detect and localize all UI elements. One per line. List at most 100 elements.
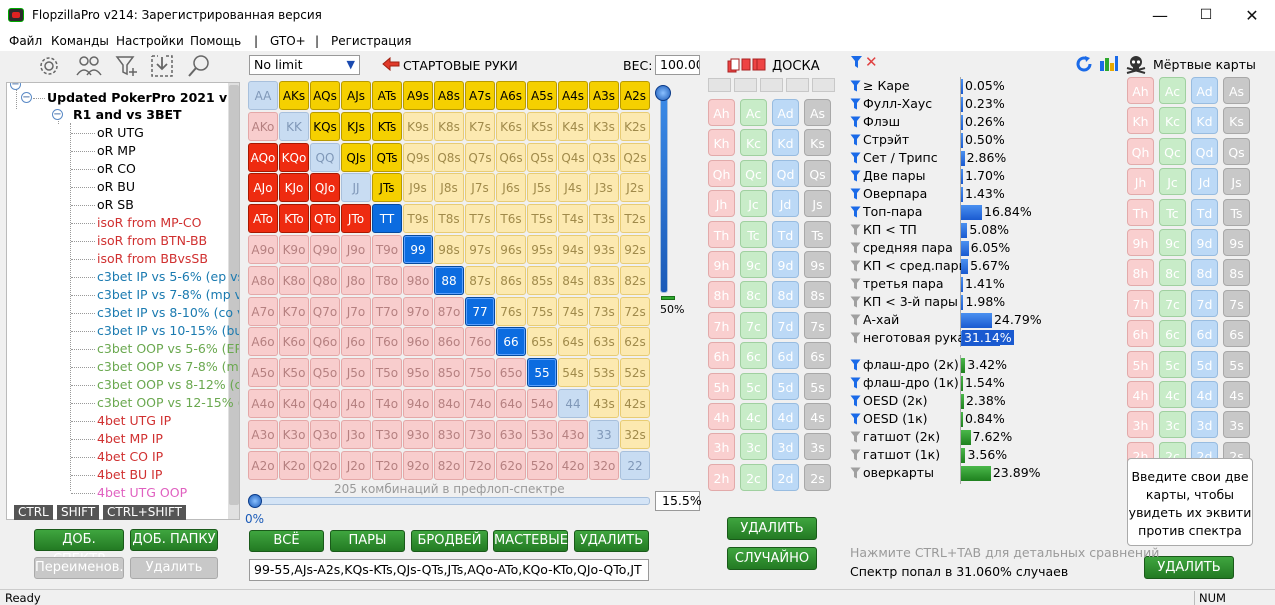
board-card-Jh[interactable]: Jh — [708, 190, 735, 218]
dead-card-7s[interactable]: 7s — [1223, 289, 1250, 317]
hand-cell-J9o[interactable]: J9o — [341, 235, 371, 264]
board-card-Jc[interactable]: Jc — [740, 190, 767, 218]
hand-cell-T3o[interactable]: T3o — [372, 419, 402, 449]
broadway-button[interactable]: БРОДВЕЙ — [411, 530, 488, 552]
hand-cell-Q5o[interactable]: Q5o — [310, 358, 340, 388]
delete-range-button[interactable]: Удалить — [130, 557, 218, 579]
hand-cell-83o[interactable]: 83o — [434, 419, 464, 449]
range-text-input[interactable]: 99-55,AJs-A2s,KQs-KTs,QJs-QTs,JTs,AQo-AT… — [249, 559, 649, 581]
dead-card-Jd[interactable]: Jd — [1191, 168, 1218, 196]
board-card-3c[interactable]: 3c — [740, 433, 767, 461]
tree-item[interactable]: 4bet MP IP — [97, 431, 163, 446]
hand-cell-86s[interactable]: 86s — [496, 265, 526, 295]
hand-cell-A9s[interactable]: A9s — [403, 81, 433, 110]
dead-card-9d[interactable]: 9d — [1191, 229, 1218, 256]
hand-cell-Q8o[interactable]: Q8o — [310, 265, 340, 295]
board-card-4s[interactable]: 4s — [804, 403, 831, 430]
dead-card-9s[interactable]: 9s — [1223, 229, 1250, 256]
hand-cell-96o[interactable]: 96o — [403, 327, 433, 357]
board-card-5c[interactable]: 5c — [740, 372, 767, 400]
hand-cell-QTs[interactable]: QTs — [372, 142, 402, 172]
hand-cell-J6s[interactable]: J6s — [496, 173, 526, 203]
dead-card-3h[interactable]: 3h — [1127, 411, 1154, 439]
hand-cell-K5o[interactable]: K5o — [279, 358, 309, 388]
close-button[interactable]: ✕ — [1245, 6, 1259, 25]
board-card-5d[interactable]: 5d — [772, 372, 799, 400]
menu-settings[interactable]: Настройки — [116, 34, 184, 48]
tab-ctrl[interactable]: CTRL — [14, 505, 53, 520]
hand-cell-Q4s[interactable]: Q4s — [558, 142, 588, 172]
hand-cell-TT[interactable]: TT — [372, 204, 402, 234]
tree-item[interactable]: c3bet IP vs 7-8% (mp vs — [97, 287, 240, 302]
filter-icon[interactable] — [850, 170, 861, 182]
filter-icon[interactable] — [850, 314, 861, 326]
hand-cell-A5o[interactable]: A5o — [248, 358, 278, 388]
weight-slider[interactable] — [660, 87, 668, 293]
hand-cell-65s[interactable]: 65s — [527, 327, 557, 357]
hand-cell-Q5s[interactable]: Q5s — [527, 142, 557, 172]
tree-scroll-thumb[interactable] — [229, 85, 239, 505]
hand-cell-J5o[interactable]: J5o — [341, 358, 371, 388]
hand-cell-76s[interactable]: 76s — [496, 296, 526, 326]
hand-cell-J7s[interactable]: J7s — [465, 173, 495, 203]
pairs-button[interactable]: ПАРЫ — [330, 530, 405, 552]
tab-ctrl-shift[interactable]: CTRL+SHIFT — [103, 505, 186, 520]
dead-card-3c[interactable]: 3c — [1159, 411, 1186, 439]
hand-cell-Q3s[interactable]: Q3s — [589, 142, 619, 172]
hand-cell-AKo[interactable]: AKo — [248, 111, 278, 141]
hand-cell-A7o[interactable]: A7o — [248, 296, 278, 326]
hand-cell-62o[interactable]: 62o — [496, 450, 526, 480]
hand-cell-73o[interactable]: 73o — [465, 419, 495, 449]
hand-cell-62s[interactable]: 62s — [620, 327, 650, 357]
back-arrow-icon[interactable] — [382, 56, 400, 74]
dead-card-Kh[interactable]: Kh — [1127, 107, 1154, 135]
tree-scrollbar[interactable] — [228, 83, 239, 519]
hand-cell-J3s[interactable]: J3s — [589, 173, 619, 203]
add-range-button[interactable]: ДОБ. СПЕКТР — [34, 529, 124, 567]
hand-cell-97o[interactable]: 97o — [403, 296, 433, 326]
hand-cell-42o[interactable]: 42o — [558, 450, 588, 480]
tree-item[interactable]: isoR from MP-CO — [97, 215, 202, 230]
range-slider-knob[interactable] — [248, 494, 262, 508]
board-card-Ks[interactable]: Ks — [804, 129, 831, 157]
hand-cell-T5o[interactable]: T5o — [372, 358, 402, 388]
filter-icon[interactable] — [850, 413, 861, 425]
hand-cell-42s[interactable]: 42s — [620, 389, 650, 418]
dead-card-4s[interactable]: 4s — [1223, 381, 1250, 408]
hand-cell-84s[interactable]: 84s — [558, 265, 588, 295]
hand-cell-K2o[interactable]: K2o — [279, 450, 309, 480]
filter-icon[interactable] — [850, 224, 861, 236]
hand-cell-K2s[interactable]: K2s — [620, 111, 650, 141]
dead-card-Qh[interactable]: Qh — [1127, 137, 1154, 165]
hand-cell-95o[interactable]: 95o — [403, 358, 433, 388]
board-card-8c[interactable]: 8c — [740, 281, 767, 309]
dead-card-7d[interactable]: 7d — [1191, 289, 1218, 317]
tab-shift[interactable]: SHIFT — [57, 505, 100, 520]
hand-cell-T8s[interactable]: T8s — [434, 204, 464, 234]
dead-delete-button[interactable]: УДАЛИТЬ — [1144, 556, 1234, 579]
hand-cell-T8o[interactable]: T8o — [372, 265, 402, 295]
hand-cell-Q9o[interactable]: Q9o — [310, 235, 340, 264]
hand-cell-86o[interactable]: 86o — [434, 327, 464, 357]
hand-cell-K3o[interactable]: K3o — [279, 419, 309, 449]
hand-cell-43o[interactable]: 43o — [558, 419, 588, 449]
hand-cell-KTs[interactable]: KTs — [372, 111, 402, 141]
tree-item[interactable]: c3bet OOP vs 8-12% (co — [97, 377, 240, 392]
hand-cell-97s[interactable]: 97s — [465, 235, 495, 264]
hand-cell-KK[interactable]: KK — [279, 111, 309, 141]
tree-item[interactable]: oR CO — [97, 161, 136, 176]
hand-cell-Q6s[interactable]: Q6s — [496, 142, 526, 172]
hand-cell-A2s[interactable]: A2s — [620, 81, 650, 110]
hand-cell-22[interactable]: 22 — [620, 450, 650, 480]
filter-icon[interactable] — [850, 431, 861, 443]
dead-card-5c[interactable]: 5c — [1159, 350, 1186, 378]
hand-cell-QJs[interactable]: QJs — [341, 142, 371, 172]
hand-cell-J8s[interactable]: J8s — [434, 173, 464, 203]
hand-cell-ATo[interactable]: ATo — [248, 204, 278, 234]
hand-cell-J2o[interactable]: J2o — [341, 450, 371, 480]
tree-item[interactable]: 4bet CO IP — [97, 449, 164, 464]
hand-cell-54o[interactable]: 54o — [527, 389, 557, 418]
add-folder-button[interactable]: ДОБ. ПАПКУ — [130, 529, 218, 551]
hand-cell-Q3o[interactable]: Q3o — [310, 419, 340, 449]
hand-cell-66[interactable]: 66 — [496, 327, 526, 357]
